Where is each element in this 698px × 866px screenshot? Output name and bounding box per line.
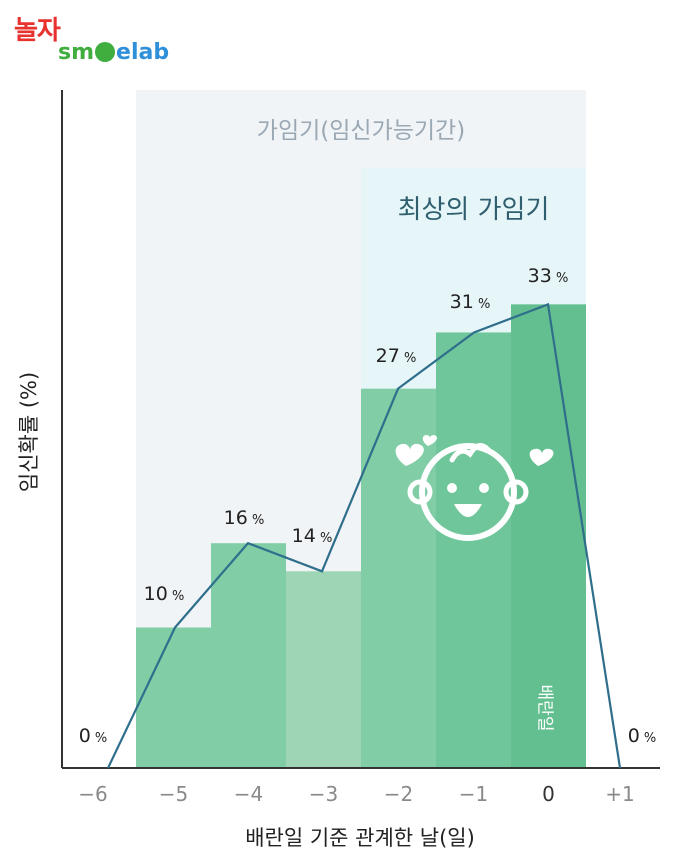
- y-axis-title: 임신확률 (%): [17, 372, 41, 492]
- bar--1: [436, 332, 511, 768]
- best-fertile-label: 최상의 가임기: [398, 195, 550, 225]
- heart-icon-small: [422, 435, 437, 446]
- smilelab-logo: sm elab: [58, 40, 169, 65]
- value-label--4: 16 %: [224, 507, 265, 529]
- value-label-0: 33 %: [528, 265, 569, 287]
- x-tick--5: −5: [159, 782, 188, 806]
- trend-line: [107, 302, 622, 769]
- heart-icon-left: [395, 443, 424, 466]
- value-label--3: 14 %: [292, 525, 333, 547]
- logo-text-elab: elab: [116, 40, 170, 65]
- value-labels-group: 0 % 10 % 16 % 14 % 27 % 31 % 33 % 0 %: [79, 265, 657, 747]
- bar--3: [286, 571, 361, 768]
- bar-0: [511, 304, 586, 768]
- logo-text-top: 놀자: [14, 16, 61, 46]
- x-tick--1: −1: [459, 782, 488, 806]
- x-tick--4: −4: [234, 782, 263, 806]
- bars-group: [136, 304, 586, 768]
- ovulation-day-annotation: 배란일: [535, 685, 555, 732]
- logo-text-sm: sm: [58, 40, 95, 65]
- value-label-+1: 0 %: [628, 725, 657, 747]
- smile-face-icon: [95, 42, 116, 62]
- x-tick--6: −6: [78, 782, 107, 806]
- value-label--1: 31 %: [450, 291, 491, 313]
- value-label--5: 10 %: [144, 583, 185, 605]
- bar--4: [211, 543, 286, 768]
- x-tick--2: −2: [384, 782, 413, 806]
- baby-face-icon: [407, 443, 529, 541]
- x-tick-labels-group: −6 −5 −4 −3 −2 −1 0 +1: [78, 782, 634, 806]
- x-tick--3: −3: [309, 782, 338, 806]
- fertile-window-label: 가임기(임신가능기간): [257, 118, 465, 144]
- x-tick-+1: +1: [605, 782, 634, 806]
- heart-icon-right: [529, 448, 554, 466]
- x-axis-title: 배란일 기준 관계한 날(일): [245, 826, 475, 850]
- bar--5: [136, 627, 211, 768]
- x-tick-0: 0: [542, 782, 555, 806]
- value-label--6: 0 %: [79, 725, 108, 747]
- value-label--2: 27 %: [376, 345, 417, 367]
